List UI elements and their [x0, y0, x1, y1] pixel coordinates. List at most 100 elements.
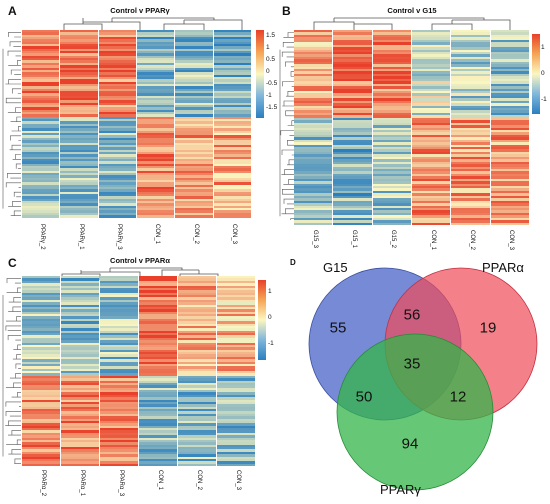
heatmap-cell: [60, 205, 98, 209]
heatmap-cell: [22, 114, 60, 117]
heatmap-cell: [98, 93, 136, 96]
heatmap-cell: [294, 64, 333, 67]
heatmap-cell: [100, 333, 138, 336]
heatmap-cell: [175, 172, 213, 176]
heatmap-cell: [100, 344, 138, 348]
heatmap-cell: [213, 201, 251, 204]
heatmap-cell: [451, 151, 490, 155]
heatmap-cell: [139, 382, 177, 386]
heatmap-cell: [60, 187, 98, 190]
heatmap-cell: [22, 451, 60, 455]
heatmap-cell: [100, 461, 138, 464]
heatmap-cell: [60, 137, 98, 141]
heatmap-cell: [100, 387, 138, 390]
panel-a-row-dendrogram: [2, 32, 21, 216]
heatmap-cell: [178, 423, 216, 426]
heatmap-cell: [333, 139, 372, 143]
heatmap-cell: [490, 110, 529, 113]
heatmap-cell: [22, 39, 60, 42]
heatmap-cell: [213, 69, 251, 73]
heatmap-cell: [294, 120, 333, 123]
heatmap-cell: [22, 130, 60, 134]
heatmap-cell: [139, 325, 177, 329]
heatmap-cell: [451, 147, 490, 150]
heatmap-cell: [451, 190, 490, 194]
heatmap-cell: [98, 86, 136, 89]
heatmap-cell: [490, 71, 529, 74]
heatmap-cell: [412, 47, 451, 50]
heatmap-cell: [22, 158, 60, 162]
heatmap-cell: [60, 151, 98, 155]
heatmap-cell: [137, 102, 175, 105]
heatmap-cell: [60, 69, 98, 73]
heatmap-cell: [139, 397, 177, 400]
heatmap-cell: [139, 287, 177, 291]
heatmap-cell: [294, 181, 333, 184]
heatmap-cell: [490, 69, 529, 72]
heatmap-cell: [178, 425, 216, 428]
heatmap-cell: [217, 432, 255, 436]
heatmap-column: [22, 276, 60, 466]
heatmap-cell: [213, 182, 251, 185]
heatmap-cell: [217, 359, 255, 362]
heatmap-column: [412, 30, 451, 226]
heatmap-cell: [451, 39, 490, 43]
heatmap-cell: [137, 212, 175, 216]
heatmap-cell: [294, 81, 333, 84]
venn-count-ppara-pparg: 12: [449, 388, 467, 406]
heatmap-cell: [137, 93, 175, 96]
heatmap-cell: [61, 285, 99, 288]
heatmap-column: [451, 30, 490, 226]
heatmap-cell: [372, 200, 411, 204]
heatmap-cell: [372, 73, 411, 77]
heatmap-cell: [412, 156, 451, 160]
venn-diagram: [308, 267, 538, 491]
heatmap-cell: [372, 39, 411, 43]
heatmap-cell: [217, 297, 255, 300]
heatmap-cell: [98, 123, 136, 127]
heatmap-cell: [294, 200, 333, 204]
heatmap-cell: [61, 404, 99, 407]
heatmap-cell: [451, 142, 490, 145]
heatmap-cell: [100, 299, 138, 303]
heatmap-cell: [490, 144, 529, 147]
heatmap-cell: [98, 130, 136, 134]
heatmap-cell: [100, 368, 138, 371]
heatmap-cell: [213, 123, 251, 127]
heatmap-cell: [333, 156, 372, 160]
heatmap-cell: [178, 321, 216, 324]
heatmap-cell: [175, 62, 213, 66]
heatmap-cell: [451, 61, 490, 65]
heatmap-cell: [137, 121, 175, 124]
heatmap-cell: [60, 175, 98, 178]
heatmap-cell: [100, 454, 138, 457]
heatmap-cell: [22, 456, 60, 459]
heatmap-cell: [217, 368, 255, 371]
heatmap-cell: [333, 76, 372, 79]
heatmap-cell: [178, 442, 216, 445]
heatmap-cell: [100, 290, 138, 293]
heatmap-cell: [61, 323, 99, 326]
heatmap-cell: [175, 72, 213, 75]
heatmap-cell: [139, 432, 177, 436]
heatmap-cell: [178, 461, 216, 464]
heatmap-cell: [137, 163, 175, 166]
heatmap-cell: [22, 359, 60, 362]
heatmap-cell: [60, 37, 98, 40]
heatmap-cell: [22, 156, 60, 159]
heatmap-cell: [22, 323, 60, 326]
heatmap-cell: [139, 456, 177, 459]
heatmap-cell: [175, 142, 213, 145]
heatmap-cell: [22, 430, 60, 433]
heatmap-cell: [451, 222, 490, 225]
heatmap-cell: [213, 194, 251, 197]
heatmap-cell: [178, 411, 216, 414]
heatmap-cell: [333, 81, 372, 84]
heatmap-cell: [60, 163, 98, 166]
heatmap-cell: [213, 191, 251, 195]
heatmap-cell: [139, 337, 177, 341]
heatmap-cell: [139, 435, 177, 438]
heatmap-cell: [98, 198, 136, 202]
heatmap-cell: [178, 333, 216, 336]
panel-a-heatmap: [22, 30, 252, 218]
